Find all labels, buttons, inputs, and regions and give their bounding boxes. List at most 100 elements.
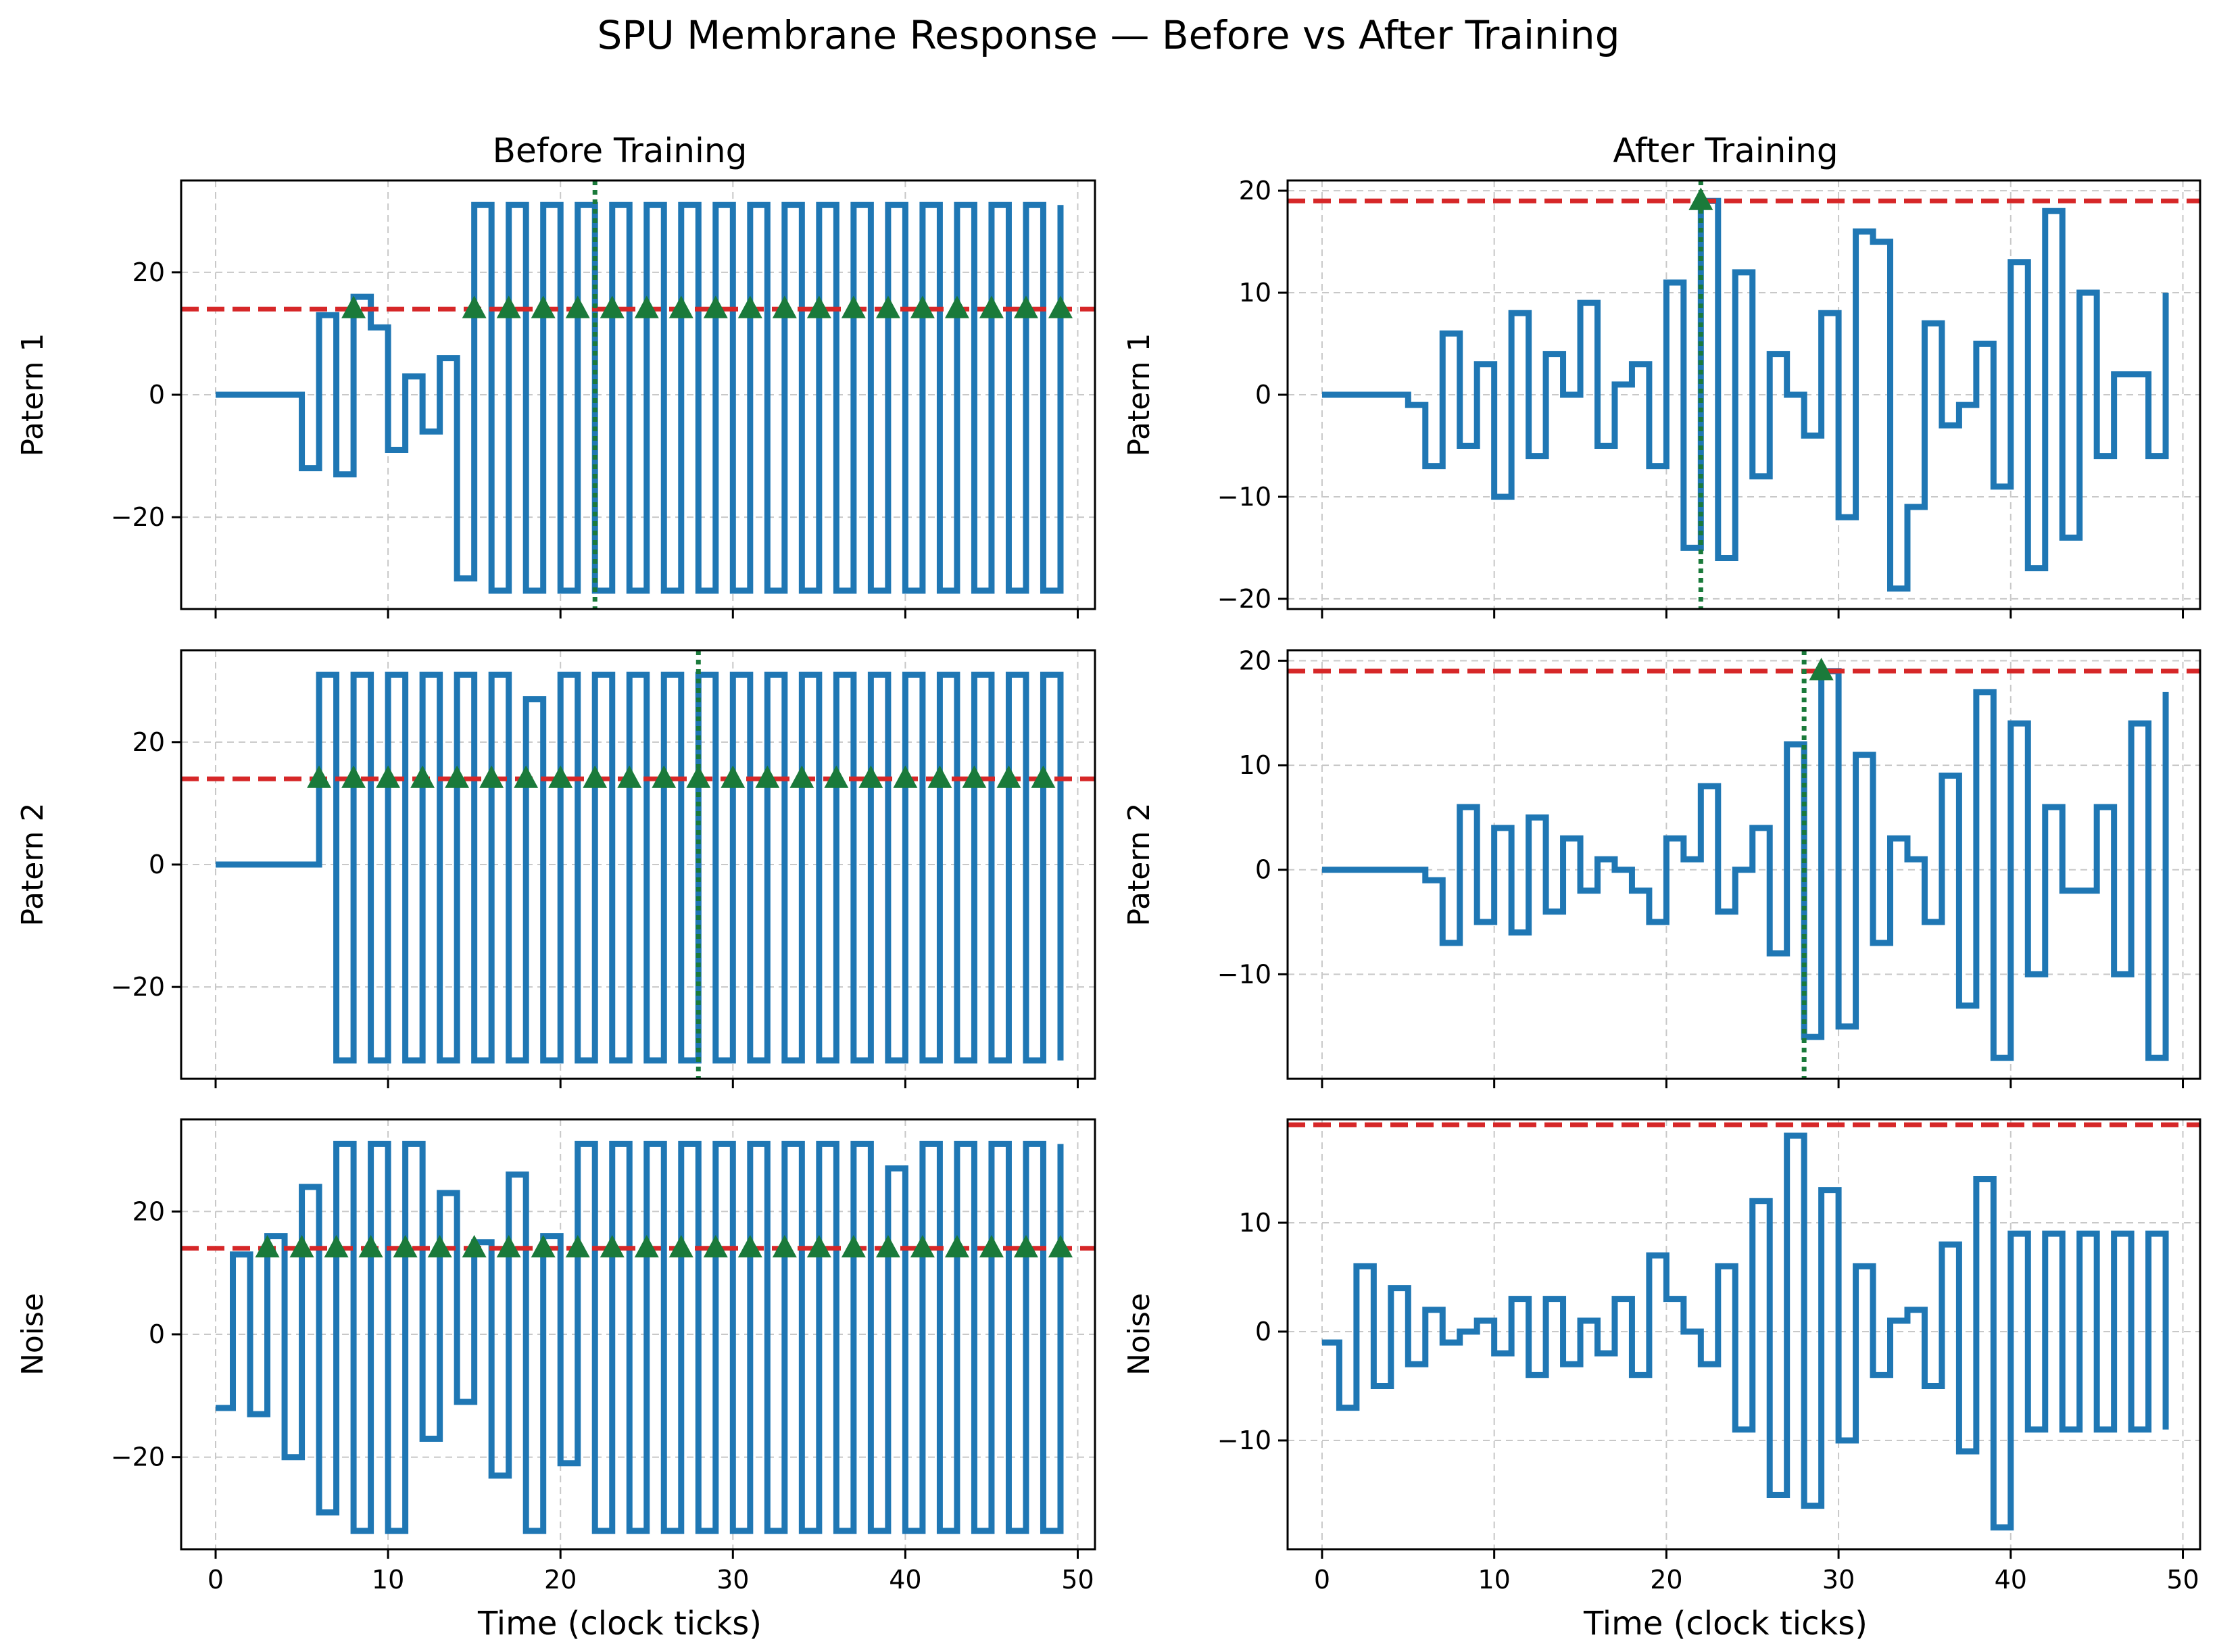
x-axis-label-right: Time (clock ticks): [1583, 1605, 1868, 1643]
spike-marker: [772, 1235, 797, 1258]
y-tick-label: 10: [1239, 750, 1271, 780]
column-title-before: Before Training: [493, 131, 748, 170]
spike-marker: [806, 295, 831, 318]
y-tick-label: 0: [149, 380, 165, 410]
y-axis-label-after-patern-2: Patern 2: [1122, 802, 1156, 926]
y-tick-label: −20: [111, 1442, 165, 1472]
spike-marker: [514, 765, 539, 788]
x-tick-label: 0: [1314, 1565, 1330, 1595]
spike-marker: [634, 1235, 659, 1258]
figure-title: SPU Membrane Response — Before vs After …: [597, 12, 1619, 58]
spike-marker: [772, 295, 797, 318]
spike-marker: [944, 295, 969, 318]
spike-marker: [893, 765, 918, 788]
spike-marker: [686, 765, 711, 788]
membrane-trace-after-patern-1: [1321, 197, 2169, 592]
membrane-trace-before-patern-2: [216, 671, 1064, 1064]
spike-marker: [1013, 295, 1038, 318]
y-tick-label: 20: [1239, 646, 1271, 675]
membrane-trace-after-noise: [1321, 1132, 2169, 1531]
y-tick-label: −10: [1217, 959, 1271, 989]
spike-marker: [289, 1235, 314, 1258]
x-axis-label-left: Time (clock ticks): [477, 1605, 762, 1643]
y-tick-label: 20: [132, 727, 165, 757]
panels: −20 0 20 Patern 1 −20 −10 0 10 20 Patern 1 −20 0 20 P…: [16, 176, 2201, 1595]
spike-marker: [1031, 765, 1056, 788]
spike-marker: [737, 1235, 762, 1258]
spike-marker: [875, 1235, 900, 1258]
spike-marker: [1048, 1235, 1073, 1258]
y-tick-label: 20: [132, 258, 165, 287]
spike-marker: [703, 1235, 728, 1258]
x-tick-label: 20: [1650, 1565, 1682, 1595]
y-tick-label: 0: [1255, 380, 1271, 410]
spike-marker: [358, 1235, 383, 1258]
spike-marker: [944, 1235, 969, 1258]
y-axis-label-before-patern-2: Patern 2: [16, 802, 50, 926]
y-tick-label: 20: [1239, 176, 1271, 205]
x-tick-label: 20: [544, 1565, 577, 1595]
y-tick-label: −20: [111, 972, 165, 1002]
y-tick-label: 0: [149, 850, 165, 879]
spike-marker: [393, 1235, 418, 1258]
spike-marker: [376, 765, 401, 788]
spike-marker: [841, 1235, 866, 1258]
panel-before-noise: 0 10 20 30 40 50 −20 0 20 Noise: [16, 1118, 1096, 1595]
spike-marker: [445, 765, 470, 788]
spike-marker: [652, 765, 677, 788]
axes-frame-after-patern-2: [1286, 649, 2201, 1080]
spike-marker: [962, 765, 987, 788]
spike-marker: [737, 295, 762, 318]
panel-before-patern-2: −20 0 20 Patern 2: [16, 649, 1096, 1088]
membrane-trace-before-patern-1: [216, 201, 1064, 594]
spike-marker: [755, 765, 780, 788]
y-axis-label-before-patern-1: Patern 1: [16, 333, 50, 456]
y-axis-label-after-patern-1: Patern 1: [1122, 333, 1156, 456]
spike-marker: [548, 765, 573, 788]
panel-before-patern-1: −20 0 20 Patern 1: [16, 179, 1096, 618]
spike-marker: [703, 295, 728, 318]
y-tick-label: 10: [1239, 1208, 1271, 1238]
spike-marker: [858, 765, 883, 788]
y-axis-label-before-noise: Noise: [16, 1293, 50, 1376]
y-tick-label: 0: [1255, 855, 1271, 885]
x-tick-label: 50: [1061, 1565, 1094, 1595]
panel-after-patern-1: −20 −10 0 10 20 Patern 1: [1122, 176, 2201, 618]
spike-marker: [496, 1235, 521, 1258]
spike-marker: [927, 765, 952, 788]
spike-marker: [668, 1235, 693, 1258]
axes-frame-after-noise: [1286, 1118, 2201, 1551]
spike-marker: [979, 295, 1004, 318]
spike-marker: [341, 295, 366, 318]
spike-marker: [721, 765, 746, 788]
spike-marker: [462, 295, 487, 318]
membrane-trace-after-patern-2: [1321, 668, 2169, 1061]
x-tick-label: 0: [208, 1565, 224, 1595]
spike-marker: [841, 295, 866, 318]
spike-marker: [789, 765, 814, 788]
spike-marker: [531, 295, 556, 318]
y-tick-label: 0: [149, 1319, 165, 1349]
membrane-trace-before-noise: [216, 1140, 1064, 1534]
spike-marker: [1688, 187, 1713, 210]
spike-marker: [341, 765, 366, 788]
y-tick-label: −20: [111, 502, 165, 532]
spike-marker: [255, 1235, 280, 1258]
spike-marker: [996, 765, 1021, 788]
y-tick-label: −20: [1217, 584, 1271, 614]
x-tick-label: 10: [1478, 1565, 1510, 1595]
y-tick-label: −10: [1217, 482, 1271, 512]
x-tick-label: 40: [1995, 1565, 2027, 1595]
spike-marker: [910, 295, 935, 318]
spike-marker: [1809, 658, 1834, 681]
x-tick-label: 30: [716, 1565, 749, 1595]
spike-marker: [531, 1235, 556, 1258]
x-tick-label: 40: [889, 1565, 921, 1595]
spike-marker: [617, 765, 642, 788]
spike-marker: [668, 295, 693, 318]
spike-marker: [565, 295, 590, 318]
y-tick-label: 0: [1255, 1317, 1271, 1346]
spike-marker: [583, 765, 608, 788]
spike-marker: [307, 765, 332, 788]
spike-marker: [324, 1235, 349, 1258]
